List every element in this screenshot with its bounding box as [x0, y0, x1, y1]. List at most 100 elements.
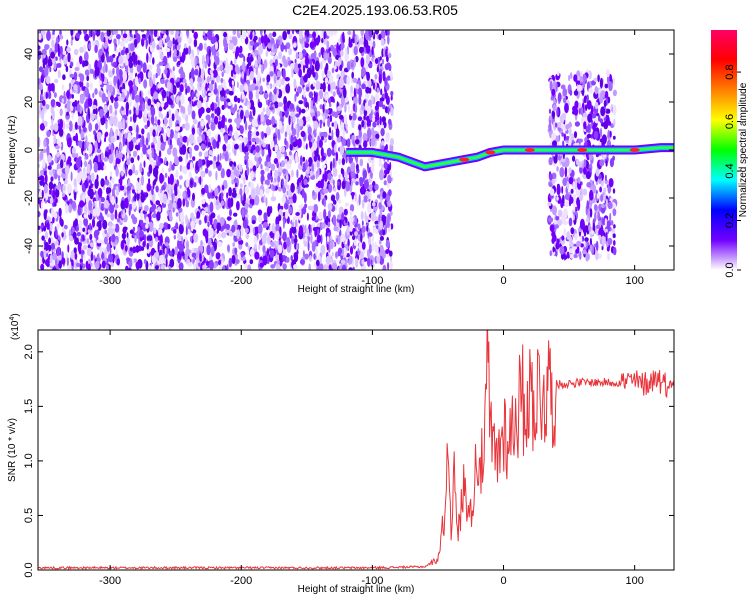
heatmap-cell: [44, 173, 48, 184]
heatmap-cell: [38, 163, 41, 168]
heatmap-cell: [247, 264, 252, 270]
heatmap-cell: [384, 92, 389, 100]
heatmap-cell: [239, 165, 243, 172]
heatmap-cell: [216, 200, 219, 206]
heatmap-cell: [244, 109, 250, 119]
heatmap-cell: [605, 108, 611, 114]
heatmap-cell: [159, 172, 164, 184]
heatmap-cell: [157, 206, 162, 213]
heatmap-cell: [291, 128, 297, 137]
heatmap-cell: [86, 238, 90, 245]
heatmap-cell: [162, 193, 168, 205]
heatmap-cell: [283, 96, 287, 106]
heatmap-cell: [96, 239, 102, 244]
heatmap-cell: [116, 217, 121, 223]
heatmap-cell: [381, 116, 386, 123]
heatmap-cell: [164, 116, 168, 126]
heatmap-cell: [323, 188, 329, 194]
heatmap-cell: [357, 223, 361, 230]
heatmap-cell: [43, 184, 48, 194]
heatmap-cell: [206, 267, 211, 270]
heatmap-cell: [344, 103, 347, 113]
heatmap-cell: [115, 166, 119, 177]
heatmap-cell: [389, 260, 393, 270]
heatmap-cell: [221, 71, 224, 78]
heatmap-cell: [240, 225, 244, 237]
heatmap-cell: [297, 138, 302, 149]
heatmap-cell: [42, 158, 46, 169]
heatmap-cell: [379, 254, 382, 265]
heatmap-cell: [362, 169, 368, 179]
heatmap-cell: [215, 252, 221, 260]
heatmap-cell: [116, 258, 121, 266]
heatmap-cell: [360, 251, 364, 261]
heatmap-cell: [157, 125, 162, 132]
heatmap-cell: [160, 143, 166, 151]
heatmap-cell: [349, 216, 354, 224]
heatmap-cell: [274, 144, 278, 153]
heatmap-cell: [122, 119, 125, 130]
heatmap-cell: [118, 47, 122, 53]
heatmap-cell: [92, 92, 95, 99]
heatmap-cell: [312, 81, 316, 87]
heatmap-cell: [345, 123, 349, 130]
heatmap-cell: [317, 94, 321, 102]
heatmap-cell: [177, 231, 182, 241]
heatmap-cell: [115, 149, 119, 159]
heatmap-cell: [38, 45, 41, 51]
heatmap-cell: [69, 73, 75, 78]
heatmap-cell: [108, 253, 113, 263]
heatmap-cell: [224, 41, 228, 52]
heatmap-cell: [100, 178, 105, 188]
heatmap-cell: [332, 167, 338, 177]
heatmap-cell: [238, 136, 243, 142]
heatmap-cell: [217, 232, 222, 239]
heatmap-cell: [68, 82, 72, 90]
heatmap-cell: [559, 167, 565, 178]
heatmap-cell: [137, 155, 140, 161]
heatmap-cell: [146, 30, 150, 36]
heatmap-cell: [608, 81, 613, 92]
heatmap-cell: [75, 157, 81, 169]
heatmap-cell: [339, 77, 344, 89]
heatmap-cell: [181, 144, 187, 156]
heatmap-cell: [549, 224, 555, 233]
heatmap-cell: [299, 259, 305, 265]
heatmap-cell: [562, 194, 565, 204]
heatmap-cell: [585, 252, 589, 262]
heatmap-cell: [172, 85, 177, 95]
heatmap-cell: [349, 246, 354, 255]
heatmap-cell: [379, 235, 384, 241]
heatmap-cell: [354, 104, 358, 114]
heatmap-cell: [136, 139, 139, 146]
heatmap-cell: [340, 49, 344, 57]
heatmap-cell: [224, 99, 226, 109]
heatmap-cell: [379, 56, 382, 61]
heatmap-cell: [45, 193, 49, 201]
heatmap-cell: [62, 184, 66, 191]
heatmap-cell: [265, 50, 269, 57]
heatmap-cell: [275, 262, 281, 270]
heatmap-cell: [133, 54, 136, 66]
heatmap-cell: [556, 238, 560, 249]
heatmap-cell: [275, 240, 279, 249]
heatmap-cell: [215, 161, 220, 167]
heatmap-cell: [67, 244, 70, 253]
heatmap-cell: [125, 65, 129, 74]
heatmap-cell: [210, 122, 216, 131]
heatmap-cell: [613, 240, 616, 246]
heatmap-cell: [270, 140, 274, 149]
heatmap-cell: [380, 88, 383, 96]
heatmap-cell: [46, 252, 48, 258]
heatmap-cell: [270, 163, 276, 172]
heatmap-cell: [350, 111, 354, 117]
heatmap-cell: [67, 137, 72, 148]
heatmap-cell: [74, 218, 78, 226]
heatmap-cell: [173, 234, 176, 240]
heatmap-cell: [51, 118, 54, 126]
heatmap-cell: [130, 157, 135, 164]
heatmap-cell: [292, 193, 297, 204]
heatmap-cell: [312, 31, 317, 39]
heatmap-cell: [244, 120, 248, 131]
heatmap-cell: [283, 202, 289, 210]
